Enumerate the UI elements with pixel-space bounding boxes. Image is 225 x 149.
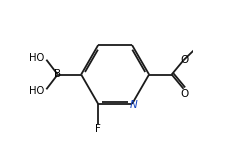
Text: B: B — [54, 69, 61, 80]
Text: HO: HO — [29, 86, 44, 96]
Text: O: O — [180, 89, 189, 99]
Text: N: N — [130, 100, 137, 110]
Text: F: F — [95, 124, 101, 134]
Text: HO: HO — [29, 53, 44, 63]
Text: O: O — [180, 55, 188, 65]
